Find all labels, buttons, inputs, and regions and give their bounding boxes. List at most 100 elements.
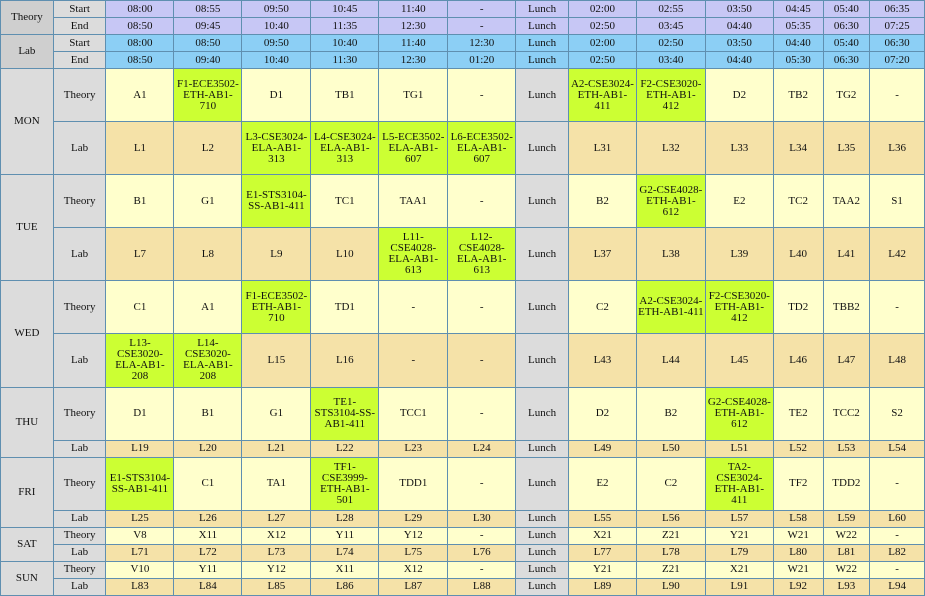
- slot-cell[interactable]: L58: [772, 509, 824, 528]
- slot-cell[interactable]: L84: [173, 577, 243, 596]
- slot-cell[interactable]: L40: [772, 227, 824, 282]
- slot-cell[interactable]: L8: [173, 227, 243, 282]
- registered-slot-cell[interactable]: L6-ECE3502-ELA-AB1-607: [447, 121, 517, 176]
- slot-cell[interactable]: E2: [704, 174, 774, 229]
- slot-cell[interactable]: L51: [704, 439, 774, 458]
- slot-cell[interactable]: C2: [567, 280, 637, 335]
- registered-slot-cell[interactable]: F1-ECE3502-ETH-AB1-710: [241, 280, 312, 335]
- slot-cell[interactable]: TC2: [772, 174, 824, 229]
- slot-cell[interactable]: -: [447, 174, 517, 229]
- slot-cell[interactable]: L78: [635, 543, 706, 562]
- slot-cell[interactable]: D1: [105, 386, 175, 441]
- slot-cell[interactable]: TBB2: [822, 280, 871, 335]
- slot-cell[interactable]: L31: [567, 121, 637, 176]
- slot-cell[interactable]: L50: [635, 439, 706, 458]
- slot-cell[interactable]: C1: [173, 456, 243, 511]
- slot-cell[interactable]: L60: [869, 509, 925, 528]
- slot-cell[interactable]: L76: [447, 543, 517, 562]
- slot-cell[interactable]: TAA2: [822, 174, 871, 229]
- slot-cell[interactable]: S2: [869, 386, 925, 441]
- slot-cell[interactable]: L24: [447, 439, 517, 458]
- slot-cell[interactable]: -: [447, 280, 517, 335]
- slot-cell[interactable]: -: [869, 280, 925, 335]
- slot-cell[interactable]: L28: [310, 509, 380, 528]
- slot-cell[interactable]: L48: [869, 333, 925, 388]
- slot-cell[interactable]: X21: [704, 560, 774, 579]
- registered-slot-cell[interactable]: TA2-CSE3024-ETH-AB1-411: [704, 456, 774, 511]
- slot-cell[interactable]: L23: [378, 439, 449, 458]
- slot-cell[interactable]: X11: [310, 560, 380, 579]
- registered-slot-cell[interactable]: TE1-STS3104-SS-AB1-411: [310, 386, 380, 441]
- slot-cell[interactable]: L27: [241, 509, 312, 528]
- slot-cell[interactable]: L83: [105, 577, 175, 596]
- slot-cell[interactable]: G1: [173, 174, 243, 229]
- slot-cell[interactable]: L16: [310, 333, 380, 388]
- slot-cell[interactable]: Y12: [241, 560, 312, 579]
- slot-cell[interactable]: L82: [869, 543, 925, 562]
- slot-cell[interactable]: L87: [378, 577, 449, 596]
- registered-slot-cell[interactable]: L12-CSE4028-ELA-AB1-613: [447, 227, 517, 282]
- registered-slot-cell[interactable]: L3-CSE3024-ELA-AB1-313: [241, 121, 312, 176]
- slot-cell[interactable]: L86: [310, 577, 380, 596]
- slot-cell[interactable]: L53: [822, 439, 871, 458]
- slot-cell[interactable]: D1: [241, 68, 312, 123]
- registered-slot-cell[interactable]: F1-ECE3502-ETH-AB1-710: [173, 68, 243, 123]
- slot-cell[interactable]: V10: [105, 560, 175, 579]
- registered-slot-cell[interactable]: L14-CSE3020-ELA-AB1-208: [173, 333, 243, 388]
- slot-cell[interactable]: TG1: [378, 68, 449, 123]
- slot-cell[interactable]: Y21: [704, 526, 774, 545]
- registered-slot-cell[interactable]: A2-CSE3024-ETH-AB1-411: [635, 280, 706, 335]
- slot-cell[interactable]: -: [447, 386, 517, 441]
- slot-cell[interactable]: L91: [704, 577, 774, 596]
- slot-cell[interactable]: W21: [772, 560, 824, 579]
- slot-cell[interactable]: TCC2: [822, 386, 871, 441]
- slot-cell[interactable]: W21: [772, 526, 824, 545]
- slot-cell[interactable]: -: [447, 68, 517, 123]
- slot-cell[interactable]: L81: [822, 543, 871, 562]
- slot-cell[interactable]: -: [869, 560, 925, 579]
- slot-cell[interactable]: L36: [869, 121, 925, 176]
- slot-cell[interactable]: L47: [822, 333, 871, 388]
- slot-cell[interactable]: L32: [635, 121, 706, 176]
- slot-cell[interactable]: V8: [105, 526, 175, 545]
- slot-cell[interactable]: L80: [772, 543, 824, 562]
- slot-cell[interactable]: X21: [567, 526, 637, 545]
- slot-cell[interactable]: L15: [241, 333, 312, 388]
- slot-cell[interactable]: L33: [704, 121, 774, 176]
- slot-cell[interactable]: -: [378, 280, 449, 335]
- slot-cell[interactable]: Z21: [635, 526, 706, 545]
- slot-cell[interactable]: X12: [241, 526, 312, 545]
- slot-cell[interactable]: C2: [635, 456, 706, 511]
- slot-cell[interactable]: L49: [567, 439, 637, 458]
- slot-cell[interactable]: L22: [310, 439, 380, 458]
- slot-cell[interactable]: L41: [822, 227, 871, 282]
- slot-cell[interactable]: L74: [310, 543, 380, 562]
- slot-cell[interactable]: L10: [310, 227, 380, 282]
- slot-cell[interactable]: X12: [378, 560, 449, 579]
- slot-cell[interactable]: L93: [822, 577, 871, 596]
- slot-cell[interactable]: L1: [105, 121, 175, 176]
- slot-cell[interactable]: L29: [378, 509, 449, 528]
- slot-cell[interactable]: Z21: [635, 560, 706, 579]
- slot-cell[interactable]: A1: [173, 280, 243, 335]
- registered-slot-cell[interactable]: G2-CSE4028-ETH-AB1-612: [704, 386, 774, 441]
- slot-cell[interactable]: B1: [173, 386, 243, 441]
- slot-cell[interactable]: L9: [241, 227, 312, 282]
- slot-cell[interactable]: L25: [105, 509, 175, 528]
- slot-cell[interactable]: L26: [173, 509, 243, 528]
- slot-cell[interactable]: TE2: [772, 386, 824, 441]
- slot-cell[interactable]: L39: [704, 227, 774, 282]
- slot-cell[interactable]: TAA1: [378, 174, 449, 229]
- slot-cell[interactable]: -: [447, 560, 517, 579]
- registered-slot-cell[interactable]: E1-STS3104-SS-AB1-411: [241, 174, 312, 229]
- slot-cell[interactable]: L30: [447, 509, 517, 528]
- slot-cell[interactable]: L19: [105, 439, 175, 458]
- slot-cell[interactable]: L42: [869, 227, 925, 282]
- slot-cell[interactable]: TD1: [310, 280, 380, 335]
- slot-cell[interactable]: B2: [567, 174, 637, 229]
- slot-cell[interactable]: E2: [567, 456, 637, 511]
- slot-cell[interactable]: L37: [567, 227, 637, 282]
- slot-cell[interactable]: L34: [772, 121, 824, 176]
- slot-cell[interactable]: L92: [772, 577, 824, 596]
- slot-cell[interactable]: L79: [704, 543, 774, 562]
